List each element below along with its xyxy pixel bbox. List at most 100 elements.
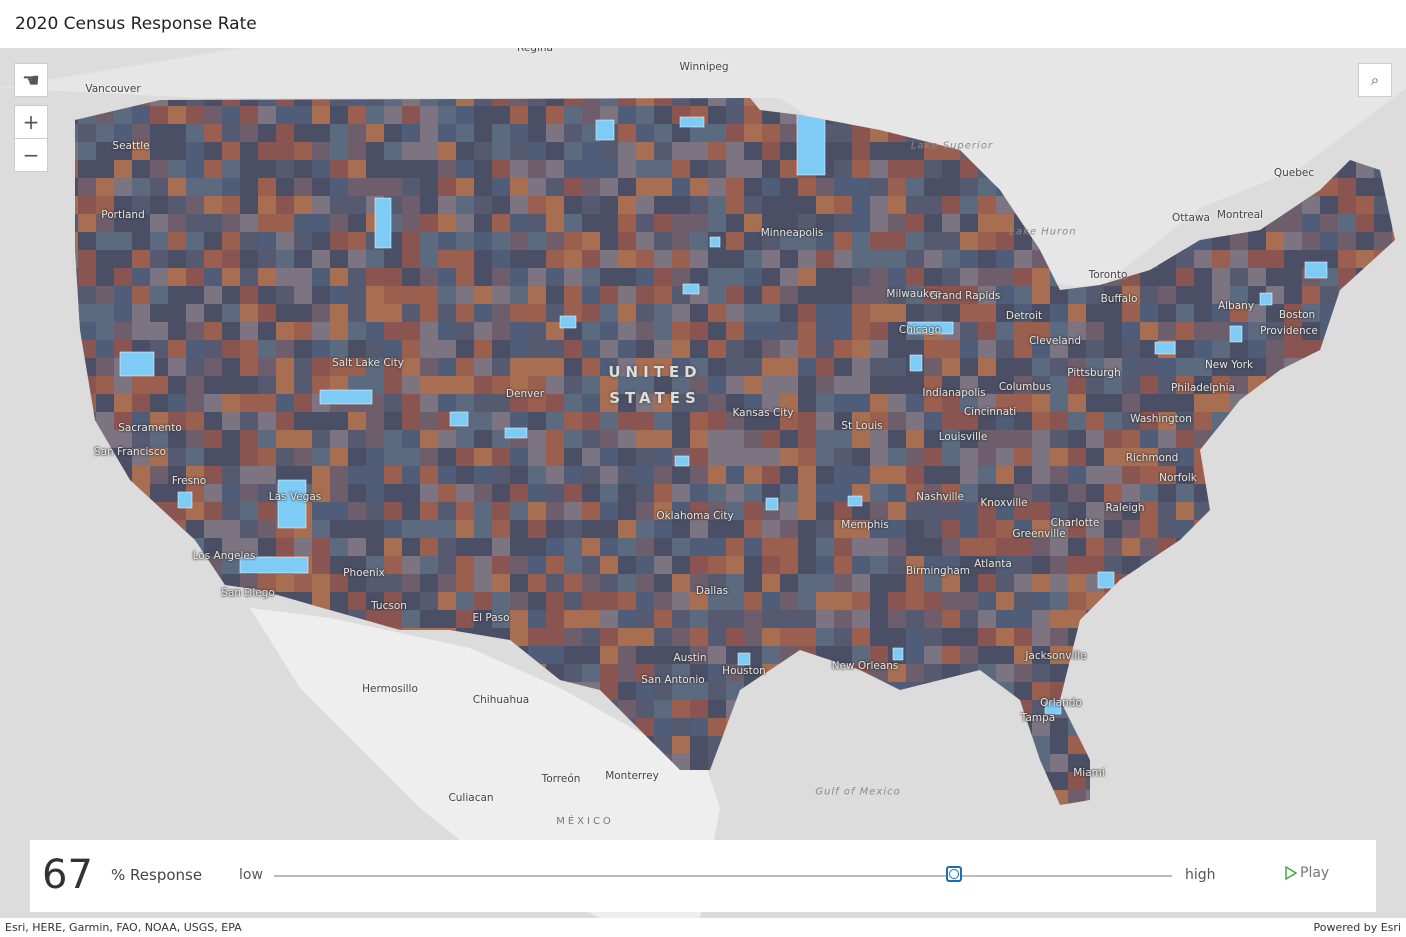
- county: [1122, 574, 1140, 592]
- county: [888, 592, 906, 610]
- county: [564, 556, 582, 574]
- county: [1338, 790, 1356, 805]
- county: [636, 304, 654, 322]
- county: [762, 556, 780, 574]
- county: [852, 178, 870, 196]
- county: [528, 574, 546, 592]
- county: [1158, 448, 1176, 466]
- city-area: [909, 354, 923, 372]
- county: [708, 718, 726, 736]
- county: [294, 160, 312, 178]
- county: [546, 160, 564, 178]
- county: [366, 466, 384, 484]
- play-icon: [1285, 866, 1297, 880]
- county: [1032, 790, 1050, 805]
- county: [798, 808, 816, 826]
- county: [798, 664, 816, 682]
- zoom-in[interactable]: +: [14, 105, 48, 139]
- county: [960, 412, 978, 430]
- county: [708, 574, 726, 592]
- powered-by[interactable]: Powered by Esri: [1313, 921, 1401, 934]
- county: [1212, 250, 1230, 268]
- zoom-out[interactable]: −: [14, 138, 48, 172]
- county: [600, 304, 618, 322]
- county: [1050, 358, 1068, 376]
- search-button[interactable]: ⌕: [1358, 63, 1392, 97]
- county: [906, 682, 924, 700]
- county: [852, 736, 888, 754]
- county: [798, 610, 816, 628]
- county: [870, 466, 888, 484]
- county: [1158, 466, 1176, 484]
- county: [420, 268, 438, 286]
- county: [582, 412, 600, 430]
- city-label: Louisville: [938, 431, 988, 443]
- county: [960, 718, 978, 736]
- county: [780, 268, 798, 286]
- city-area: [737, 652, 751, 666]
- county: [294, 124, 312, 142]
- map[interactable]: ☚ + − ⌕ Seattle Portland Sacramento San Fra…: [0, 48, 1406, 918]
- county: [1122, 358, 1140, 376]
- county: [1104, 646, 1140, 664]
- county: [708, 304, 726, 322]
- county: [1338, 700, 1356, 718]
- county: [114, 790, 132, 805]
- county: [204, 250, 222, 268]
- county: [978, 700, 996, 718]
- county: [438, 160, 456, 178]
- county: [96, 574, 114, 592]
- county: [978, 286, 996, 304]
- county: [528, 556, 546, 574]
- county: [150, 394, 168, 412]
- county: [1338, 160, 1356, 178]
- county: [924, 664, 942, 682]
- county: [1176, 664, 1194, 682]
- county: [258, 250, 276, 268]
- county: [996, 520, 1014, 538]
- county: [744, 340, 762, 358]
- county: [1050, 610, 1068, 628]
- county: [1050, 592, 1068, 610]
- county: [600, 358, 618, 376]
- county: [114, 466, 132, 484]
- county: [75, 430, 78, 448]
- county: [348, 196, 366, 214]
- county: [780, 448, 798, 466]
- slider-track[interactable]: [274, 875, 1172, 877]
- city-label: Columbus: [998, 381, 1052, 393]
- county: [330, 574, 348, 592]
- county: [492, 214, 510, 232]
- county: [1248, 610, 1284, 628]
- pan-button[interactable]: ☚: [14, 63, 48, 97]
- city-area: [319, 389, 373, 405]
- county: [798, 502, 816, 520]
- county: [402, 304, 420, 322]
- county: [708, 142, 726, 160]
- county: [456, 610, 474, 628]
- county: [798, 394, 816, 412]
- county: [420, 358, 438, 376]
- county: [888, 574, 906, 592]
- county: [1032, 754, 1050, 772]
- county: [1176, 340, 1194, 358]
- county: [114, 754, 132, 772]
- play-button[interactable]: Play: [1285, 865, 1329, 881]
- county: [222, 736, 240, 754]
- county: [762, 610, 780, 628]
- county: [744, 592, 762, 610]
- county: [762, 808, 780, 826]
- county: [618, 412, 636, 430]
- county: [834, 700, 852, 718]
- county: [1104, 754, 1122, 772]
- county: [816, 376, 834, 394]
- county: [1248, 646, 1266, 664]
- county: [240, 520, 258, 538]
- county: [1284, 466, 1302, 484]
- county: [852, 610, 870, 628]
- county: [960, 268, 978, 286]
- county: [870, 736, 888, 754]
- county: [798, 250, 816, 268]
- slider-thumb[interactable]: [946, 866, 962, 882]
- county: [1014, 376, 1032, 394]
